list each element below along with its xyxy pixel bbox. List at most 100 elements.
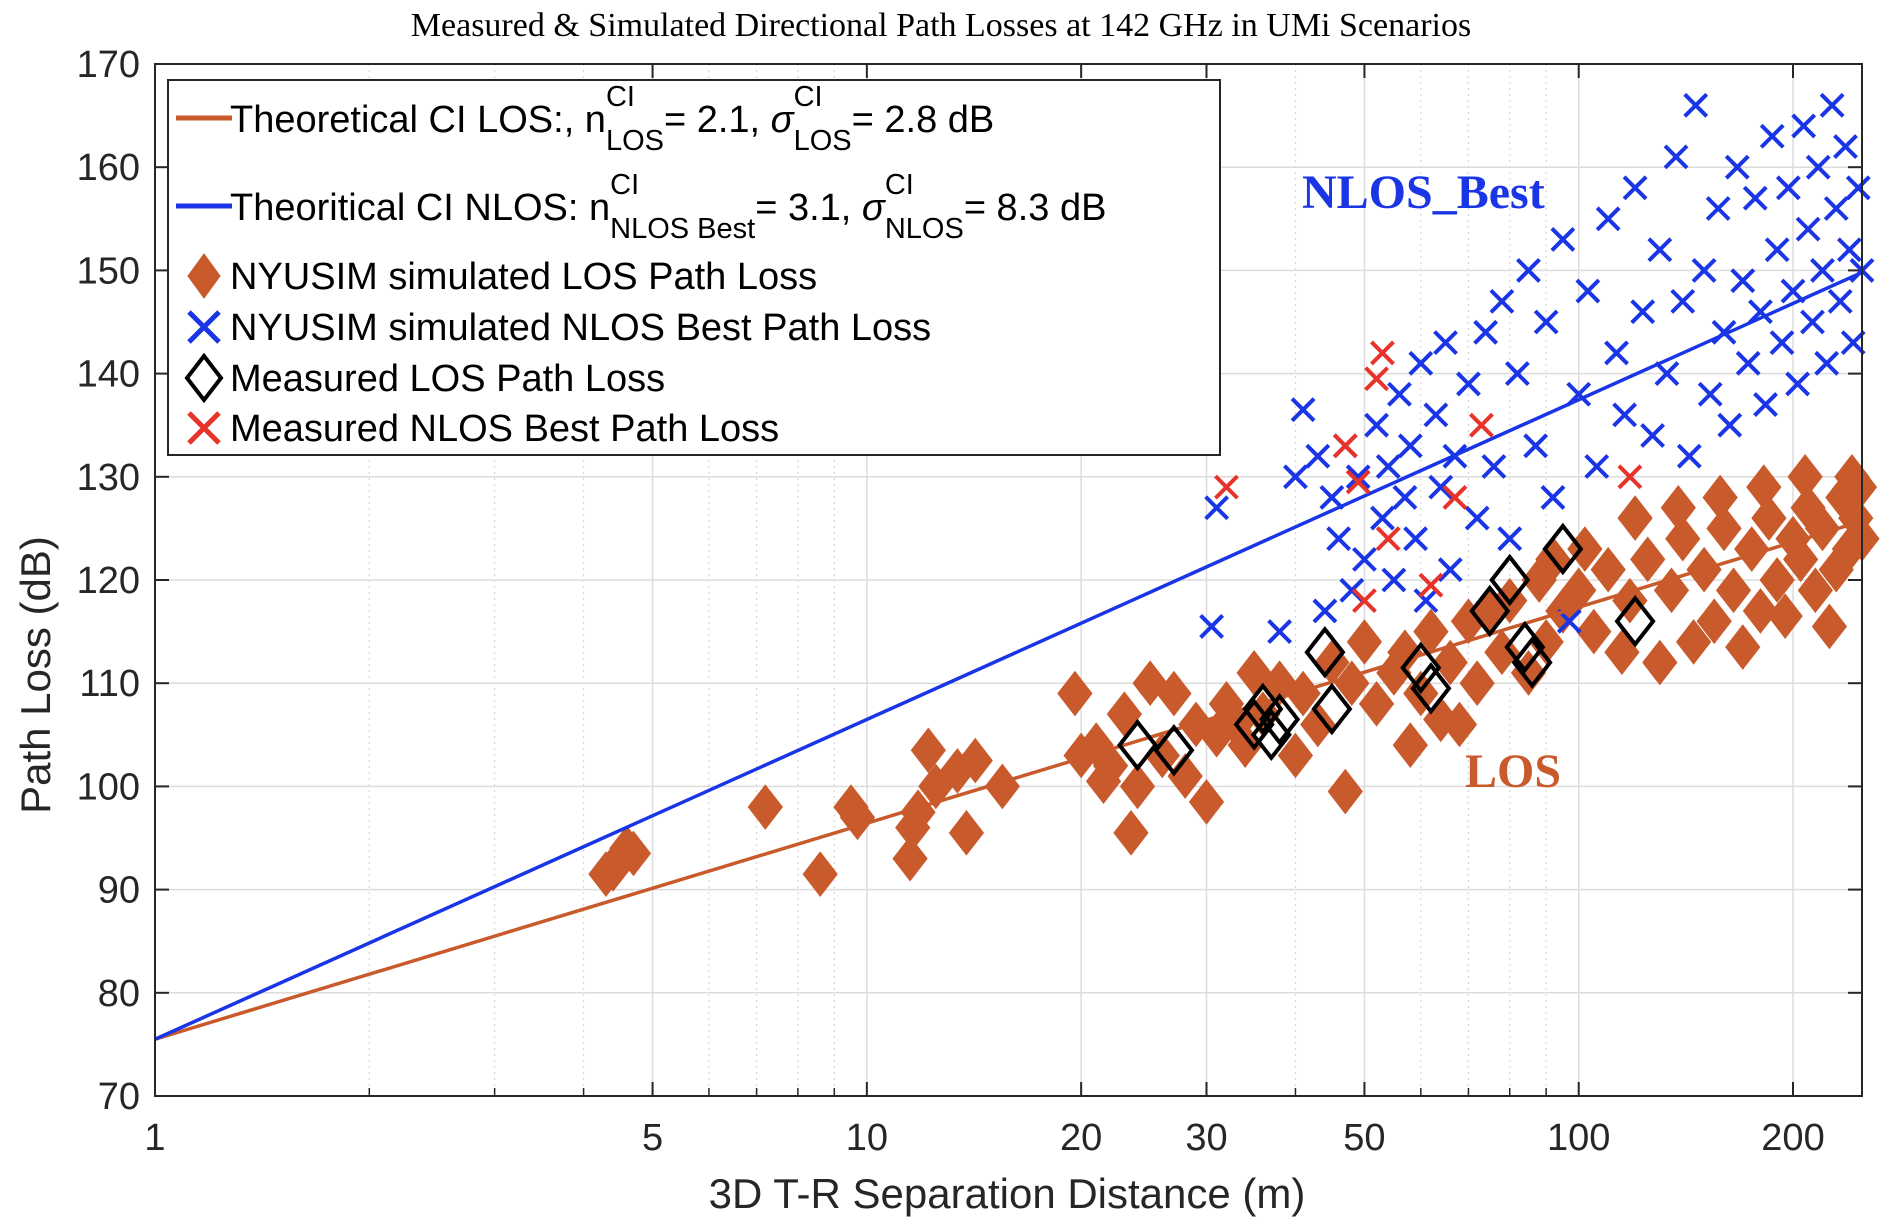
sim-nlos-point (1283, 464, 1308, 490)
measured-los-point (1153, 724, 1195, 777)
sim-nlos-point (1364, 412, 1389, 438)
sim-los-point (1706, 505, 1742, 552)
sim-los-point (1767, 593, 1803, 639)
sim-los-point (1665, 515, 1701, 562)
legend-marker (187, 411, 221, 445)
sim-nlos-point (1489, 288, 1515, 314)
y-tick-label: 150 (77, 250, 140, 292)
sim-nlos-point (1464, 505, 1490, 531)
sim-nlos-point (1800, 309, 1825, 335)
sim-nlos-point (1753, 392, 1778, 417)
sim-nlos-point (1397, 433, 1423, 459)
legend-item-los_line: Theoretical CI LOS:, nCI LOS= 2.1, σCI LOS… (176, 81, 994, 157)
sim-nlos-point (1795, 216, 1821, 242)
sim-los-point (1432, 639, 1468, 686)
measured-nlos-point (1418, 572, 1444, 598)
sim-los-point (1441, 701, 1478, 748)
sim-nlos-point (1622, 175, 1648, 201)
sim-los-point (1392, 722, 1428, 768)
series-measured-nlos-best-path-loss (1214, 340, 1643, 614)
sim-nlos-point (1612, 402, 1638, 428)
sim-nlos-point (1370, 505, 1395, 531)
sim-nlos-point (1290, 397, 1316, 423)
sim-nlos-point (1428, 474, 1454, 500)
sim-nlos-point (1717, 412, 1743, 438)
sim-nlos-point (1575, 278, 1601, 304)
measured-los-point (1504, 620, 1546, 674)
sim-los-point (1783, 536, 1819, 583)
measured-los-point (1250, 708, 1292, 762)
sim-los-point (1702, 474, 1738, 521)
sim-nlos-point (1305, 443, 1331, 469)
legend: Theoretical CI LOS:, nCI LOS= 2.1, σCI LOS… (167, 79, 1221, 456)
y-tick-label: 80 (98, 973, 140, 1015)
measured-los-point (1259, 693, 1301, 746)
sim-los-point (1675, 619, 1712, 665)
sim-los-point (1660, 484, 1696, 531)
sim-nlos-point (1392, 485, 1418, 510)
y-tick-label: 100 (77, 766, 140, 808)
legend-marker (184, 352, 224, 404)
series-measured-los-path-loss (1116, 522, 1656, 777)
x-tick-label: 30 (1185, 1117, 1227, 1159)
sim-nlos-point (1663, 144, 1689, 170)
sim-los-point (948, 810, 985, 856)
legend-item-nlos_line: Theoritical CI NLOS: nCI NLOS Best= 3.1, … (176, 169, 1106, 245)
tick-labels: 1 5 10 20 30 50 100 200 70 80 90 100 110 120 130 140 150… (77, 44, 1825, 1159)
measured-nlos-point (1345, 469, 1371, 495)
sim-los-point (839, 794, 876, 841)
sim-nlos-point (1533, 309, 1559, 335)
sim-los-point (588, 851, 624, 897)
sim-nlos-point (1630, 299, 1656, 325)
measured-nlos-point (1214, 474, 1239, 500)
y-tick-label: 170 (77, 44, 140, 86)
annotation-nlos-best: NLOS_Best (1302, 166, 1545, 219)
sim-nlos-point (1785, 371, 1811, 397)
measured-nlos-point (1370, 340, 1395, 366)
y-tick-label: 130 (77, 457, 140, 499)
sim-nlos-point (1516, 257, 1541, 283)
series-nyusim-simulated-nlos-best-path-loss (1199, 92, 1875, 645)
sim-los-point (1797, 567, 1834, 614)
legend-box (167, 79, 1221, 456)
sim-los-point (1092, 742, 1129, 789)
measured-nlos-point (1442, 485, 1468, 510)
ci-fit-line (154, 270, 1863, 1041)
sim-nlos-point (1375, 454, 1401, 479)
sim-nlos-point (1742, 185, 1768, 211)
sim-nlos-point (1345, 464, 1371, 490)
sim-nlos-point (1504, 361, 1530, 387)
sim-los-point (892, 835, 928, 882)
x-tick-label: 200 (1761, 1117, 1824, 1159)
sim-los-point (1746, 464, 1782, 510)
y-tick-label: 110 (79, 663, 140, 705)
sim-los-point (1787, 453, 1823, 500)
measured-nlos-point (1469, 412, 1494, 438)
sim-nlos-point (1381, 567, 1407, 593)
sim-los-point (1576, 608, 1612, 655)
sim-nlos-point (1840, 330, 1866, 356)
data-layer (154, 92, 1880, 1041)
measured-los-point (1511, 636, 1553, 689)
x-tick-label: 50 (1343, 1117, 1385, 1159)
sim-los-point (1642, 639, 1678, 686)
sim-los-point (1057, 670, 1093, 717)
sim-nlos-point (1204, 495, 1230, 521)
sim-los-point (1188, 779, 1225, 825)
sim-los-point (1277, 732, 1314, 779)
sim-los-point (1725, 624, 1761, 670)
sim-los-point (802, 851, 838, 897)
annotation-los: LOS (1465, 745, 1561, 798)
sim-nlos-point (1759, 123, 1785, 149)
sim-nlos-point (1791, 113, 1817, 139)
sim-nlos-point (1748, 299, 1773, 325)
sim-los-point (1300, 701, 1336, 748)
sim-nlos-point (1676, 443, 1702, 469)
sim-nlos-point (1352, 546, 1377, 572)
measured-los-point (1400, 641, 1442, 694)
legend-label: Theoretical CI LOS:, nCI LOS= 2.1, σCI LOS… (230, 81, 994, 157)
sim-nlos-point (1640, 423, 1666, 448)
sim-los-point (1715, 567, 1752, 614)
sim-los-point (1751, 495, 1787, 541)
